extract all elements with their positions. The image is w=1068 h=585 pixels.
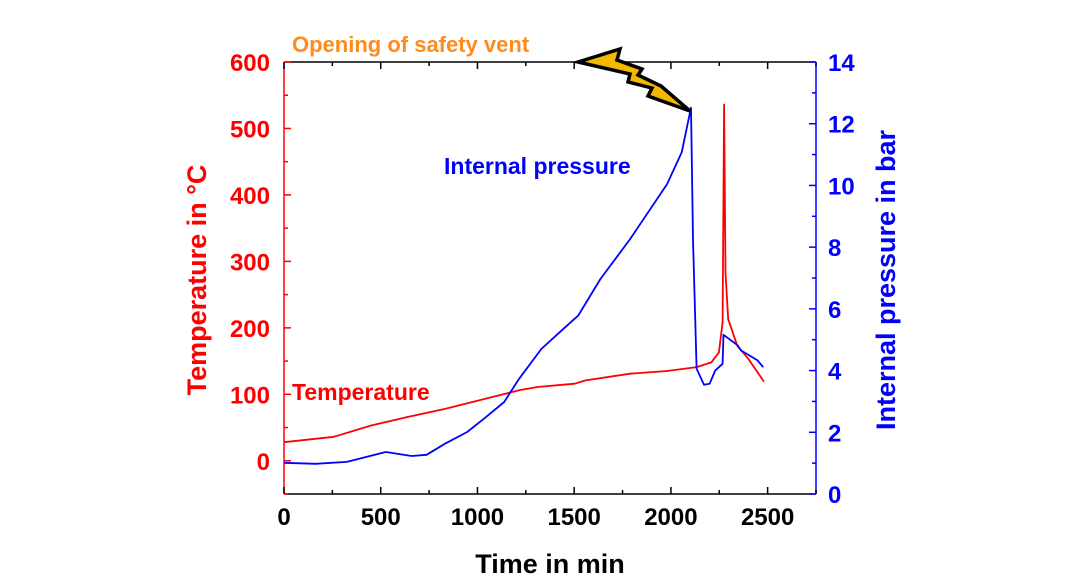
- x-axis-title: Time in min: [475, 549, 625, 579]
- x-tick-label: 500: [361, 504, 401, 531]
- y-right-tick-label: 4: [828, 359, 842, 386]
- y-right-tick-label: 2: [828, 420, 841, 447]
- x-tick-label: 2000: [644, 504, 697, 531]
- y-left-tick-label: 0: [257, 449, 270, 476]
- x-tick-label: 1000: [451, 504, 504, 531]
- y-right-tick-label: 12: [828, 112, 855, 139]
- y-right-tick-label: 6: [828, 297, 841, 324]
- x-tick-label: 0: [277, 504, 290, 531]
- y-right-tick-label: 14: [828, 50, 855, 77]
- x-tick-label: 1500: [547, 504, 600, 531]
- y-left-tick-label: 300: [230, 249, 270, 276]
- y-left-tick-label: 600: [230, 50, 270, 77]
- y-left-tick-label: 100: [230, 382, 270, 409]
- annotation-safety-vent: Opening of safety vent: [292, 32, 530, 57]
- y-left-tick-label: 200: [230, 316, 270, 343]
- series-group: [283, 103, 765, 465]
- series-line-pressure: [283, 106, 764, 465]
- axes: 0 500 1000 1500 2000 2500 0 100 200 300 400 500 600 0…: [230, 50, 855, 531]
- y-left-tick-label: 500: [230, 116, 270, 143]
- series-line-temperature: [283, 103, 765, 444]
- x-tick-label: 2500: [741, 504, 794, 531]
- lightning-bolt-icon: [571, 46, 692, 113]
- y-left-axis-title: Temperature in °C: [182, 165, 212, 396]
- series-label-temperature: Temperature: [292, 379, 430, 405]
- series-label-pressure: Internal pressure: [444, 153, 631, 179]
- y-right-tick-label: 8: [828, 235, 841, 262]
- y-right-tick-label: 0: [828, 482, 841, 509]
- y-right-tick-label: 10: [828, 173, 855, 200]
- y-left-tick-label: 400: [230, 183, 270, 210]
- y-right-axis-title: Internal pressure in bar: [871, 129, 901, 430]
